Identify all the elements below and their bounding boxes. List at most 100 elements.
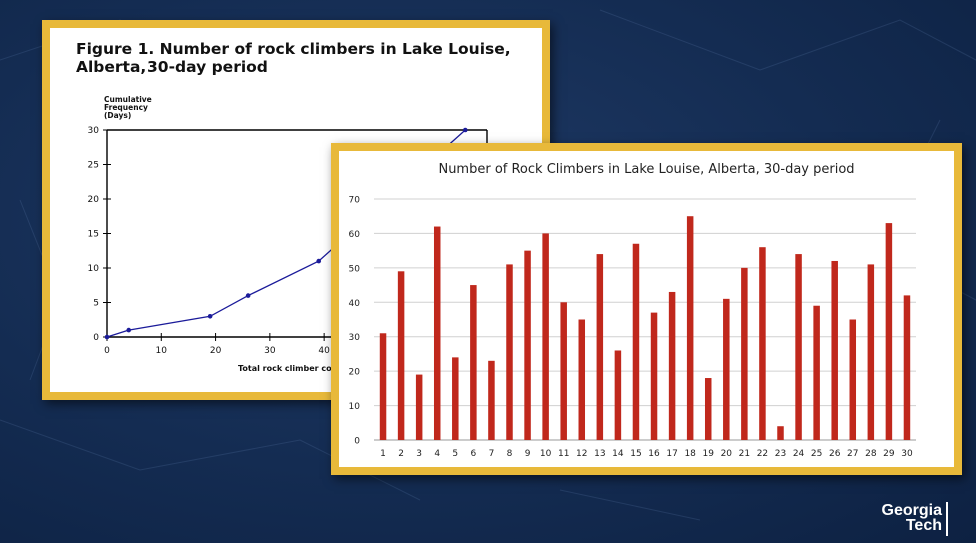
- bar: [650, 312, 658, 440]
- bar: [524, 250, 531, 440]
- x-tick-label: 20: [721, 449, 733, 459]
- x-tick-label: 12: [576, 449, 587, 459]
- x-tick-label: 18: [684, 449, 696, 459]
- data-point: [316, 258, 322, 264]
- y-tick-label: 30: [349, 333, 361, 343]
- bar: [903, 295, 911, 440]
- x-tick-label: 6: [470, 449, 476, 459]
- x-tick-label: 23: [775, 449, 786, 459]
- x-tick-label: 9: [525, 449, 531, 459]
- x-tick-label: 3: [416, 449, 422, 459]
- x-tick-label: 1: [380, 449, 386, 459]
- data-point: [104, 334, 110, 340]
- bar: [506, 264, 513, 440]
- bar-chart-title: Number of Rock Climbers in Lake Louise, …: [438, 162, 855, 177]
- bar: [741, 267, 748, 440]
- bar: [795, 254, 802, 440]
- y-tick-label: 10: [88, 264, 100, 274]
- y-tick-label: 0: [93, 333, 99, 343]
- y-tick-label: 15: [88, 230, 99, 240]
- x-tick-label: 27: [847, 449, 858, 459]
- data-point: [126, 327, 132, 333]
- x-tick-label: 10: [156, 346, 168, 356]
- bar: [397, 271, 405, 440]
- bar: [668, 291, 676, 440]
- bar: [379, 333, 387, 440]
- x-tick-label: 28: [865, 449, 877, 459]
- y-tick-label: 10: [349, 402, 361, 412]
- georgia-tech-logo: Georgia Tech: [881, 502, 942, 534]
- bar: [777, 426, 784, 440]
- data-point: [462, 127, 468, 133]
- logo-line1: Georgia: [881, 502, 942, 519]
- figure2-frame: Number of Rock Climbers in Lake Louise, …: [331, 143, 962, 475]
- logo-bar: [946, 502, 948, 536]
- bar: [704, 378, 712, 440]
- x-tick-label: 2: [398, 449, 404, 459]
- x-tick-label: 5: [452, 449, 458, 459]
- bar: [415, 374, 423, 440]
- x-tick-label: 40: [318, 346, 330, 356]
- x-tick-label: 0: [104, 346, 110, 356]
- data-point: [245, 293, 251, 298]
- x-tick-label: 10: [540, 449, 552, 459]
- y-tick-label: 30: [88, 126, 100, 136]
- bar: [542, 233, 549, 440]
- x-tick-label: 4: [434, 449, 440, 459]
- y-tick-label: 20: [349, 368, 361, 378]
- x-tick-label: 24: [793, 449, 805, 459]
- bar: [452, 357, 459, 440]
- x-tick-label: 26: [829, 449, 841, 459]
- bar: [759, 247, 766, 440]
- bar: [632, 243, 640, 440]
- x-tick-label: 29: [883, 449, 895, 459]
- y-tick-label: 50: [349, 264, 361, 274]
- bar: [849, 319, 857, 440]
- x-tick-label: 22: [757, 449, 768, 459]
- y-tick-label: 70: [349, 196, 361, 206]
- x-tick-label: 13: [594, 449, 605, 459]
- x-tick-label: 25: [811, 449, 822, 459]
- y-axis-label-line: Frequency: [104, 103, 148, 112]
- bar: [686, 216, 694, 440]
- x-tick-label: 8: [507, 449, 513, 459]
- x-tick-label: 19: [703, 449, 715, 459]
- bar: [433, 226, 441, 440]
- y-tick-label: 0: [354, 437, 360, 447]
- x-tick-label: 11: [558, 449, 569, 459]
- bar: [813, 305, 820, 440]
- y-tick-label: 40: [349, 299, 361, 309]
- bar: [614, 350, 622, 440]
- bar: [596, 254, 604, 440]
- bar: [470, 285, 477, 440]
- x-tick-label: 20: [210, 346, 222, 356]
- figure1-title-line1: Figure 1. Number of rock climbers in Lak…: [76, 40, 511, 76]
- y-axis-label-line: (Days): [104, 111, 131, 120]
- y-tick-label: 25: [88, 161, 99, 171]
- bar: [831, 260, 838, 440]
- figure1-title-line2: 30-day period: [147, 58, 268, 76]
- figure2-panel: Number of Rock Climbers in Lake Louise, …: [339, 151, 954, 467]
- x-tick-label: 16: [648, 449, 660, 459]
- x-tick-label: 14: [612, 449, 624, 459]
- logo-line2: Tech: [905, 517, 942, 534]
- y-tick-label: 5: [93, 299, 99, 309]
- y-tick-label: 20: [88, 195, 100, 205]
- bar: [578, 319, 586, 440]
- x-tick-label: 17: [666, 449, 677, 459]
- y-tick-label: 60: [349, 230, 361, 240]
- bar: [723, 298, 730, 440]
- x-axis-label: Total rock climber count: [238, 364, 347, 373]
- x-tick-label: 30: [901, 449, 913, 459]
- x-tick-label: 7: [489, 449, 495, 459]
- x-tick-label: 15: [630, 449, 641, 459]
- bar: [867, 264, 875, 440]
- x-tick-label: 30: [264, 346, 276, 356]
- bar: [488, 360, 495, 440]
- x-tick-label: 21: [739, 449, 750, 459]
- y-axis-label-line: Cumulative: [104, 95, 152, 104]
- bar: [560, 302, 567, 440]
- data-point: [207, 314, 213, 319]
- bar: [885, 223, 893, 440]
